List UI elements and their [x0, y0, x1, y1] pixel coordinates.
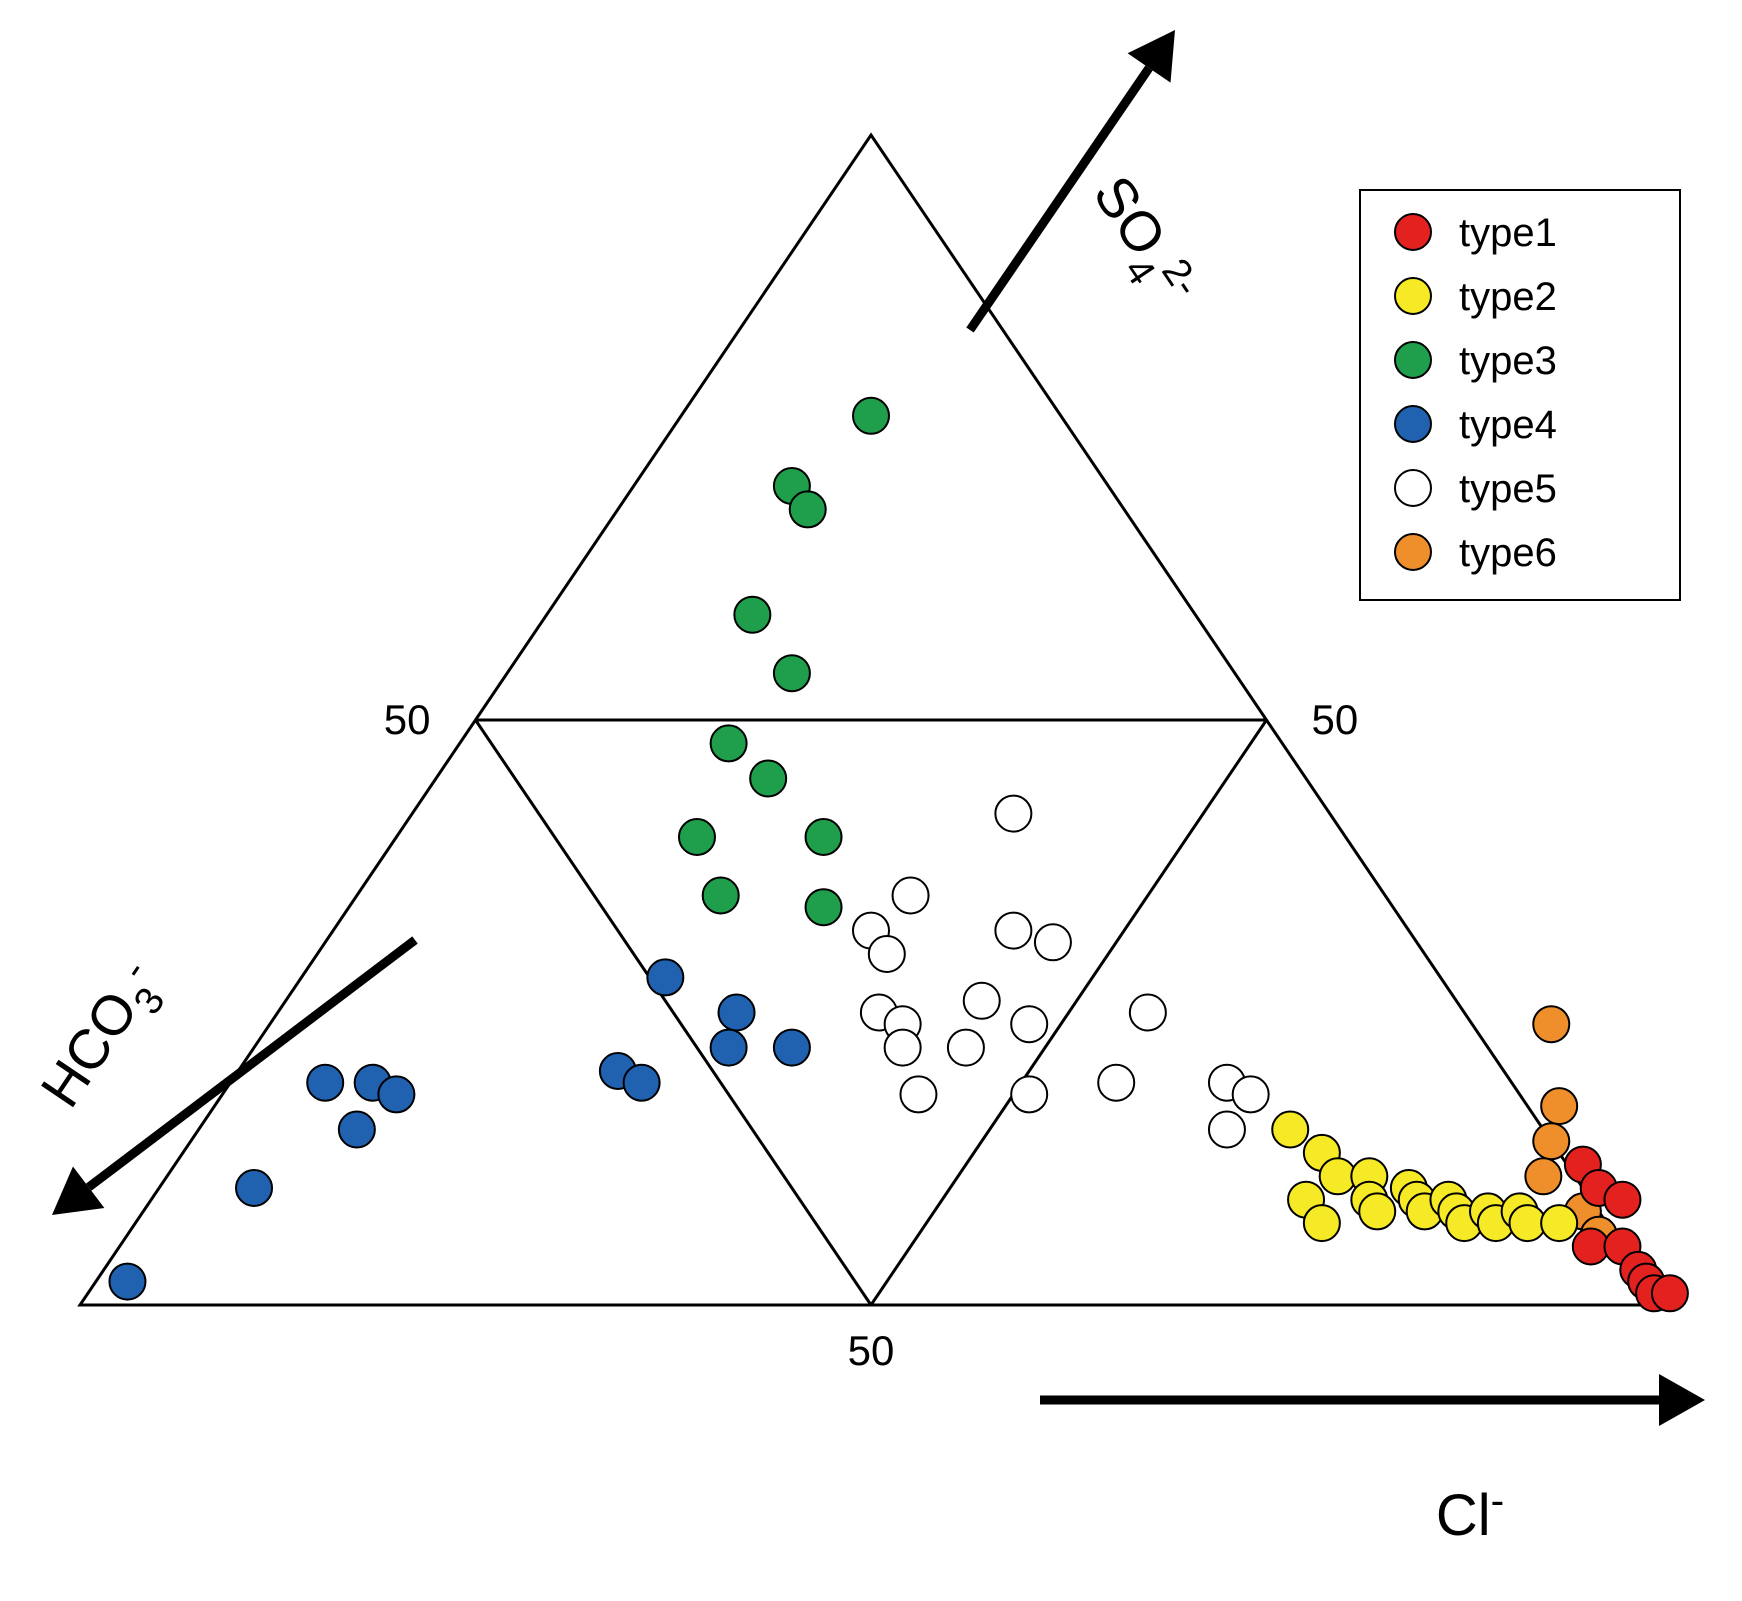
data-point	[339, 1112, 375, 1148]
data-point	[995, 913, 1031, 949]
data-point	[719, 995, 755, 1031]
data-point	[624, 1065, 660, 1101]
data-point	[1304, 1205, 1340, 1241]
data-point	[1233, 1076, 1269, 1112]
data-point	[647, 959, 683, 995]
data-point	[378, 1076, 414, 1112]
data-point	[1573, 1229, 1609, 1265]
inner-line-2	[871, 720, 1267, 1305]
data-point	[1320, 1158, 1356, 1194]
data-point	[1272, 1112, 1308, 1148]
legend-label-type4: type4	[1459, 403, 1557, 447]
tick-label-50: 50	[848, 1327, 895, 1374]
legend-marker-type4	[1395, 406, 1431, 442]
data-point	[1011, 1076, 1047, 1112]
data-point	[109, 1264, 145, 1300]
data-point	[885, 1030, 921, 1066]
legend-marker-type1	[1395, 214, 1431, 250]
data-point	[948, 1030, 984, 1066]
axis-label-cl: Cl-	[1436, 1478, 1504, 1548]
legend-label-type2: type2	[1459, 275, 1557, 319]
data-point	[964, 983, 1000, 1019]
data-point	[806, 819, 842, 855]
data-point	[1533, 1006, 1569, 1042]
tick-label-50: 50	[1312, 696, 1359, 743]
data-point	[1011, 1006, 1047, 1042]
inner-line-1	[476, 720, 872, 1305]
data-point	[1652, 1275, 1688, 1311]
data-point	[790, 491, 826, 527]
data-point	[1604, 1182, 1640, 1218]
data-point	[703, 878, 739, 914]
data-point	[1130, 995, 1166, 1031]
data-point	[774, 655, 810, 691]
legend-marker-type5	[1395, 470, 1431, 506]
data-point	[995, 796, 1031, 832]
ternary-plot: 50 50 50 Cl- HCO3- SO42- type1 type2 type3 type4 t…	[0, 0, 1742, 1601]
data-point	[1209, 1112, 1245, 1148]
data-point	[806, 889, 842, 925]
data-point	[711, 725, 747, 761]
legend-label-type5: type5	[1459, 467, 1557, 511]
legend-label-type1: type1	[1459, 211, 1557, 255]
data-point	[711, 1030, 747, 1066]
legend-marker-type3	[1395, 342, 1431, 378]
legend-marker-type2	[1395, 278, 1431, 314]
axis-label-so4: SO42-	[1070, 164, 1211, 321]
data-point	[1541, 1205, 1577, 1241]
tick-label-50: 50	[384, 696, 431, 743]
axis-label-hco3: HCO3-	[28, 950, 181, 1125]
data-point	[679, 819, 715, 855]
data-point	[1533, 1123, 1569, 1159]
cl-arrow-head	[1659, 1374, 1705, 1426]
data-point	[750, 761, 786, 797]
data-point	[1510, 1205, 1546, 1241]
data-point	[734, 597, 770, 633]
data-point	[900, 1076, 936, 1112]
so4-arrow-head	[1128, 30, 1175, 83]
data-point	[1525, 1158, 1561, 1194]
data-point	[1541, 1088, 1577, 1124]
data-point	[869, 936, 905, 972]
data-point	[893, 878, 929, 914]
data-point	[774, 1030, 810, 1066]
legend-label-type6: type6	[1459, 531, 1557, 575]
data-point	[236, 1170, 272, 1206]
data-point	[1098, 1065, 1134, 1101]
data-point	[1035, 924, 1071, 960]
data-point	[853, 398, 889, 434]
legend-label-type3: type3	[1459, 339, 1557, 383]
data-point	[307, 1065, 343, 1101]
legend-marker-type6	[1395, 534, 1431, 570]
hco3-arrow-head	[52, 1166, 104, 1215]
data-point	[1359, 1193, 1395, 1229]
